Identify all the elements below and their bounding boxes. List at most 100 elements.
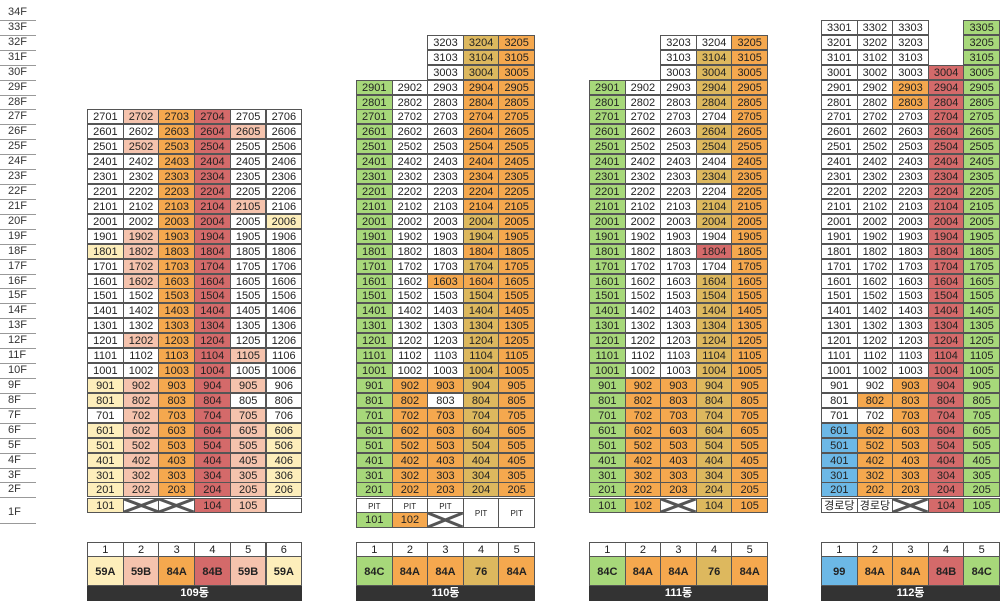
unit-cell[interactable]: 904: [695, 378, 733, 393]
unit-cell[interactable]: 403: [660, 452, 697, 468]
unit-cell[interactable]: 2704: [462, 109, 500, 125]
unit-cell[interactable]: 1905: [498, 228, 535, 244]
unit-cell[interactable]: 903: [427, 378, 464, 393]
unit-cell[interactable]: 3303: [892, 19, 929, 35]
unit-cell[interactable]: 1603: [660, 273, 697, 289]
unit-cell[interactable]: 2502: [624, 139, 662, 155]
unit-cell[interactable]: 1705: [963, 258, 1000, 274]
unit-cell[interactable]: 2004: [695, 213, 733, 229]
unit-cell[interactable]: 903: [660, 378, 697, 393]
unit-cell[interactable]: 2205: [229, 184, 267, 200]
unit-cell[interactable]: 2204: [927, 184, 965, 200]
unit-cell[interactable]: 2604: [462, 124, 500, 140]
unit-cell[interactable]: 702: [391, 407, 429, 423]
unit-cell[interactable]: 905: [229, 378, 267, 393]
unit-cell[interactable]: 1203: [158, 333, 196, 349]
unit-cell[interactable]: 2004: [194, 213, 231, 229]
unit-cell[interactable]: 606: [265, 422, 303, 438]
unit-cell[interactable]: 1805: [731, 243, 768, 259]
unit-cell[interactable]: 1704: [927, 258, 965, 274]
unit-cell[interactable]: 402: [391, 452, 429, 468]
unit-cell[interactable]: 1103: [427, 348, 464, 364]
unit-cell[interactable]: 901: [589, 378, 626, 393]
unit-cell[interactable]: 1205: [498, 333, 535, 349]
unit-cell[interactable]: 602: [391, 422, 429, 438]
unit-cell[interactable]: 2903: [892, 79, 929, 95]
unit-cell[interactable]: 2204: [194, 184, 231, 200]
unit-cell[interactable]: 1403: [892, 303, 929, 319]
unit-cell[interactable]: 2403: [427, 154, 464, 170]
unit-cell[interactable]: 1804: [695, 243, 733, 259]
unit-cell[interactable]: 1405: [498, 303, 535, 319]
unit-cell[interactable]: 1205: [731, 333, 768, 349]
unit-cell[interactable]: 701: [821, 407, 858, 423]
unit-cell[interactable]: 2902: [391, 79, 429, 95]
unit-cell[interactable]: 1005: [731, 363, 768, 379]
unit-cell[interactable]: 1604: [462, 273, 500, 289]
unit-cell[interactable]: 2105: [498, 198, 535, 214]
unit-cell[interactable]: 303: [427, 467, 464, 483]
unit-cell[interactable]: 401: [356, 452, 393, 468]
unit-cell[interactable]: 202: [624, 482, 662, 498]
unit-cell[interactable]: 2403: [158, 154, 196, 170]
unit-cell[interactable]: 1603: [892, 273, 929, 289]
unit-cell[interactable]: 1106: [265, 348, 303, 364]
unit-cell[interactable]: 1203: [660, 333, 697, 349]
unit-cell[interactable]: 1902: [122, 228, 160, 244]
unit-cell[interactable]: 1004: [927, 363, 965, 379]
unit-cell[interactable]: 1101: [356, 348, 393, 364]
unit-cell[interactable]: 2305: [963, 169, 1000, 185]
unit-cell[interactable]: 302: [122, 467, 160, 483]
unit-cell[interactable]: 1705: [731, 258, 768, 274]
unit-cell[interactable]: 902: [624, 378, 662, 393]
unit-none[interactable]: [660, 498, 697, 513]
unit-cell[interactable]: 1602: [122, 273, 160, 289]
unit-cell[interactable]: 2404: [927, 154, 965, 170]
unit-cell[interactable]: 1202: [624, 333, 662, 349]
unit-cell[interactable]: 1802: [624, 243, 662, 259]
unit-cell[interactable]: 2902: [856, 79, 894, 95]
unit-cell[interactable]: 2203: [660, 184, 697, 200]
unit-cell[interactable]: 701: [589, 407, 626, 423]
unit-cell[interactable]: 2204: [462, 184, 500, 200]
unit-cell[interactable]: 1606: [265, 273, 303, 289]
unit-cell[interactable]: 805: [963, 392, 1000, 408]
unit-cell[interactable]: 1303: [427, 318, 464, 334]
unit-cell[interactable]: 1204: [462, 333, 500, 349]
unit-cell[interactable]: 2104: [695, 198, 733, 214]
unit-cell[interactable]: 1806: [265, 243, 303, 259]
unit-cell[interactable]: 505: [963, 437, 1000, 453]
unit-cell[interactable]: 603: [158, 422, 196, 438]
unit-cell[interactable]: 2006: [265, 213, 303, 229]
unit-cell[interactable]: 1303: [158, 318, 196, 334]
unit-cell[interactable]: 702: [624, 407, 662, 423]
unit-cell[interactable]: 2801: [356, 94, 393, 110]
unit-cell[interactable]: 1105: [963, 348, 1000, 364]
unit-cell[interactable]: 2005: [731, 213, 768, 229]
unit-cell[interactable]: 1304: [194, 318, 231, 334]
unit-cell[interactable]: 3105: [498, 49, 535, 65]
unit-cell[interactable]: 2105: [963, 198, 1000, 214]
unit-cell[interactable]: 2704: [695, 109, 733, 125]
unit-cell[interactable]: 603: [892, 422, 929, 438]
unit-cell[interactable]: 1801: [821, 243, 858, 259]
unit-cell[interactable]: 2205: [963, 184, 1000, 200]
unit-cell[interactable]: 2401: [87, 154, 124, 170]
unit-cell[interactable]: 2403: [660, 154, 697, 170]
unit-cell[interactable]: 802: [122, 392, 160, 408]
unit-cell[interactable]: 502: [122, 437, 160, 453]
unit-cell[interactable]: 2102: [122, 198, 160, 214]
unit-cell[interactable]: 102: [391, 512, 429, 528]
unit-cell[interactable]: 1602: [624, 273, 662, 289]
unit-cell[interactable]: 803: [892, 392, 929, 408]
unit-cell[interactable]: 1303: [660, 318, 697, 334]
unit-cell[interactable]: 2402: [856, 154, 894, 170]
unit-cell[interactable]: 2002: [856, 213, 894, 229]
unit-cell[interactable]: 1103: [158, 348, 196, 364]
unit-cell[interactable]: 604: [462, 422, 500, 438]
unit-cell[interactable]: 704: [462, 407, 500, 423]
unit-cell[interactable]: 805: [229, 392, 267, 408]
unit-cell[interactable]: 202: [391, 482, 429, 498]
unit-cell[interactable]: 1803: [892, 243, 929, 259]
unit-cell[interactable]: 1505: [229, 288, 267, 304]
